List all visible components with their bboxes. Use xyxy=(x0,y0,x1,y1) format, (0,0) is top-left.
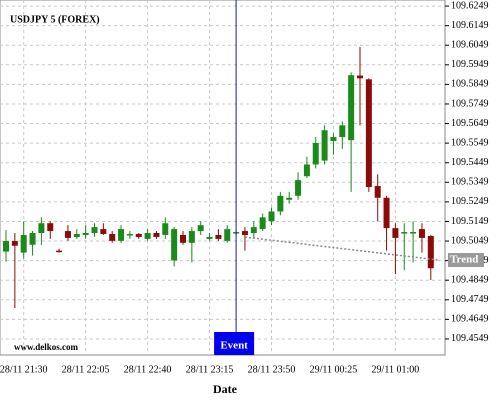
candle-body xyxy=(418,229,425,238)
y-tick-label: 109.5049 xyxy=(451,235,489,246)
watermark: www.delkos.com xyxy=(14,342,79,352)
trend-label: Trend xyxy=(450,254,478,266)
candle-body xyxy=(295,180,302,196)
candle-body xyxy=(392,228,399,238)
candle-body xyxy=(38,223,45,234)
candle-body xyxy=(259,217,266,230)
candle-body xyxy=(268,211,275,222)
x-axis-title: Date xyxy=(213,382,238,396)
candle-body xyxy=(339,125,346,138)
event-label-box xyxy=(214,332,255,355)
y-tick-label: 109.4649 xyxy=(451,314,489,325)
candle-body xyxy=(126,233,133,236)
candle-body xyxy=(11,241,18,246)
candle-body xyxy=(56,250,63,253)
candle-body xyxy=(188,231,195,243)
grid xyxy=(0,0,445,355)
candle-body xyxy=(330,137,337,141)
candle-body xyxy=(374,186,381,198)
chart-title: USDJPY 5 (FOREX) xyxy=(10,14,100,25)
candle-body xyxy=(410,232,417,234)
marks xyxy=(3,46,434,309)
y-tick-label: 109.6249 xyxy=(451,0,489,11)
y-tick-label: 109.4749 xyxy=(451,294,489,305)
trend-label-box xyxy=(448,253,484,268)
x-tick-label: 29/11 01:00 xyxy=(372,364,420,375)
y-tick-label: 109.5849 xyxy=(451,79,489,90)
y-tick-label: 109.5949 xyxy=(451,59,489,70)
x-tick-label: 28/11 22:40 xyxy=(124,364,172,375)
candle-body xyxy=(100,229,107,234)
candle-body xyxy=(348,75,355,141)
candle-body xyxy=(277,195,284,212)
candle-body xyxy=(286,197,293,200)
candle-body xyxy=(118,229,125,241)
y-tick-label: 109.5149 xyxy=(451,216,489,227)
candle-body xyxy=(20,234,27,253)
candle-body xyxy=(162,223,169,235)
x-tick-label: 29/11 00:25 xyxy=(310,364,358,375)
candle-body xyxy=(47,223,54,232)
y-tick-label: 109.6049 xyxy=(451,40,489,51)
x-tick-label: 28/11 21:30 xyxy=(0,364,48,375)
candle-body xyxy=(109,233,116,241)
candle-body xyxy=(427,235,434,269)
y-tick-label: 109.5649 xyxy=(451,118,489,129)
candle-body xyxy=(241,231,248,235)
x-tick-label: 28/11 22:05 xyxy=(62,364,110,375)
candle-body xyxy=(91,227,98,234)
y-tick-label: 109.5249 xyxy=(451,196,489,207)
candle-body xyxy=(64,231,71,238)
y-tick-label: 109.5349 xyxy=(451,177,489,188)
candle-body xyxy=(197,225,204,232)
x-tick-label: 28/11 23:50 xyxy=(248,364,296,375)
plot-area xyxy=(0,0,446,356)
candle-body xyxy=(73,233,80,237)
candle-body xyxy=(250,227,257,234)
y-tick-label: 109.5449 xyxy=(451,157,489,168)
trend-line xyxy=(244,236,439,261)
x-tick-label: 28/11 23:15 xyxy=(186,364,234,375)
candle-body xyxy=(383,197,390,229)
y-tick-label: 109.4849 xyxy=(451,274,489,285)
y-tick-label: 109.6149 xyxy=(451,20,489,31)
candle-body xyxy=(144,233,151,239)
candle-body xyxy=(401,232,408,234)
candle-body xyxy=(224,229,231,241)
candle-body xyxy=(135,233,142,237)
candle-body xyxy=(303,164,310,177)
candle-body xyxy=(215,234,222,239)
candle-body xyxy=(3,241,9,252)
candle-body xyxy=(153,233,160,237)
candle-body xyxy=(171,229,178,261)
candle-body xyxy=(206,236,213,239)
y-tick-label: 109.5549 xyxy=(451,137,489,148)
y-tick-label: 109.5749 xyxy=(451,98,489,109)
candle-body xyxy=(357,75,363,79)
candle-body xyxy=(29,233,36,245)
candle-body xyxy=(82,233,89,235)
candle-body xyxy=(180,234,186,243)
candle-body xyxy=(312,142,319,165)
event-label: Event xyxy=(220,340,248,352)
y-tick-label: 109.4549 xyxy=(451,333,489,344)
candle-body xyxy=(365,79,372,187)
candle-body xyxy=(321,130,328,161)
